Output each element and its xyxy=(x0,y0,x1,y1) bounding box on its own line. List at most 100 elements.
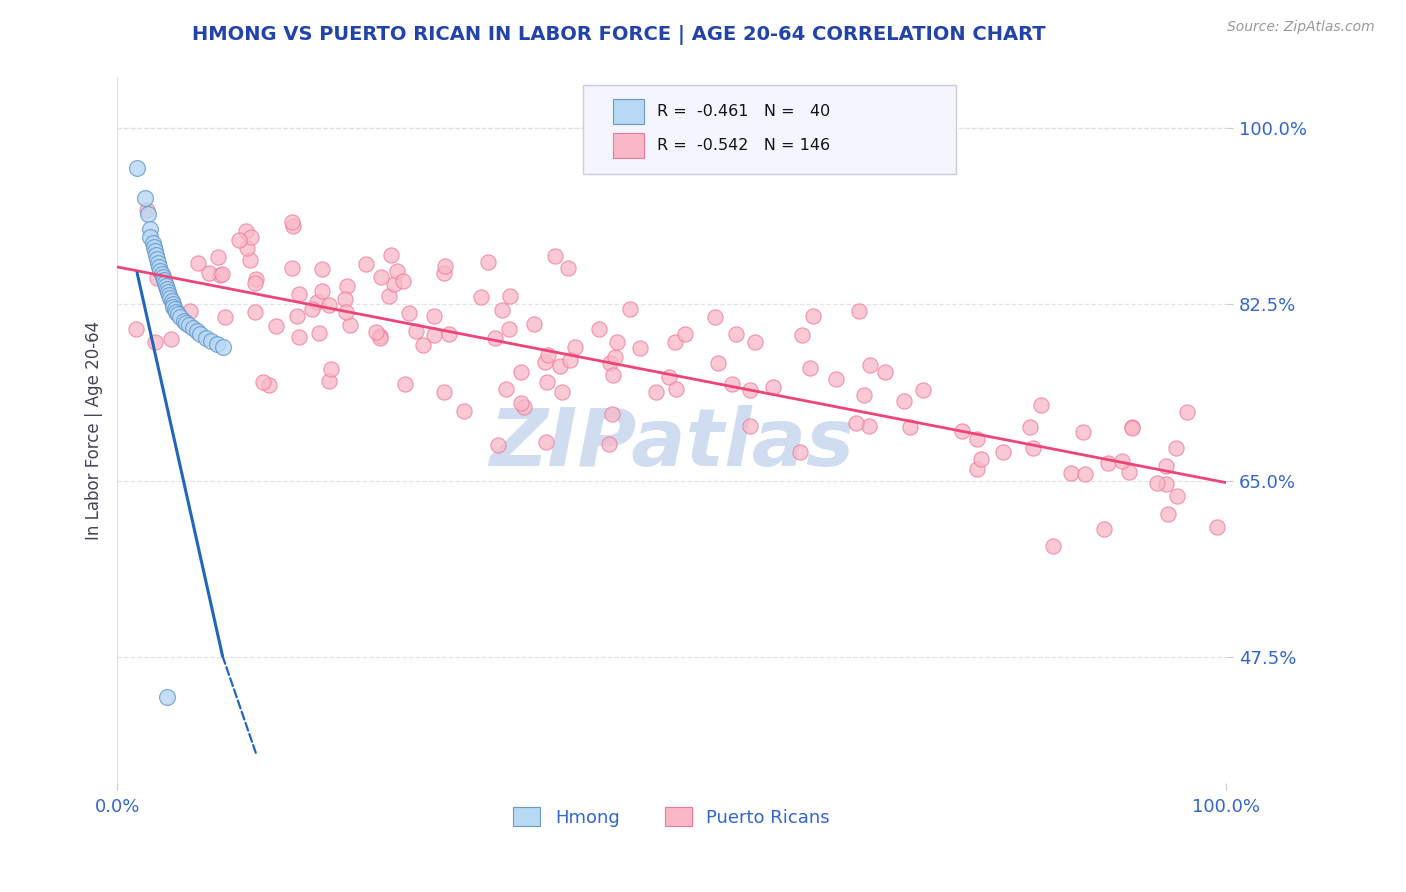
Point xyxy=(283,219,305,234)
Point xyxy=(160,294,183,309)
Point xyxy=(557,260,579,275)
Point xyxy=(1029,398,1052,412)
Point xyxy=(966,462,988,476)
Point xyxy=(598,436,620,450)
Point xyxy=(125,321,148,335)
Point xyxy=(564,340,586,354)
Point xyxy=(858,419,880,434)
Point xyxy=(169,310,191,325)
Point xyxy=(153,276,176,290)
Point xyxy=(156,282,179,296)
Point xyxy=(159,291,181,305)
Point xyxy=(558,352,581,367)
Point xyxy=(301,302,323,317)
Point xyxy=(181,321,204,335)
Point xyxy=(281,261,304,276)
Point xyxy=(239,253,262,268)
Y-axis label: In Labor Force | Age 20-64: In Labor Force | Age 20-64 xyxy=(86,321,103,540)
Point xyxy=(605,335,627,350)
Point xyxy=(725,326,748,341)
Point xyxy=(619,302,641,317)
Point xyxy=(311,285,333,299)
Text: R =  -0.461   N =   40: R = -0.461 N = 40 xyxy=(657,104,830,119)
Point xyxy=(145,248,167,262)
Point xyxy=(1097,456,1119,470)
Point xyxy=(544,249,567,263)
Point xyxy=(235,224,257,238)
Text: Source: ZipAtlas.com: Source: ZipAtlas.com xyxy=(1227,20,1375,34)
Point xyxy=(491,303,513,318)
Legend: Hmong, Puerto Ricans: Hmong, Puerto Ricans xyxy=(506,800,837,834)
Point xyxy=(394,376,416,391)
Point xyxy=(536,435,558,450)
Text: R =  -0.542   N = 146: R = -0.542 N = 146 xyxy=(657,138,830,153)
Point xyxy=(211,267,233,281)
Point xyxy=(470,290,492,304)
Point xyxy=(602,368,624,382)
Point xyxy=(1118,465,1140,479)
Point xyxy=(498,322,520,336)
Point xyxy=(162,300,184,314)
Point xyxy=(228,233,250,247)
Point xyxy=(364,325,387,339)
Point xyxy=(1146,475,1168,490)
Point xyxy=(245,272,267,286)
Point xyxy=(319,362,342,376)
Point xyxy=(845,416,868,430)
Point xyxy=(127,161,149,176)
Point xyxy=(1156,459,1178,474)
Point xyxy=(336,278,359,293)
Point xyxy=(912,383,935,397)
Point xyxy=(523,317,546,331)
Point xyxy=(368,329,391,343)
Point xyxy=(370,269,392,284)
Point xyxy=(744,335,766,350)
Point xyxy=(190,327,212,342)
Point xyxy=(453,404,475,418)
Point xyxy=(165,305,187,319)
Point xyxy=(484,331,506,345)
Point xyxy=(143,334,166,349)
Point xyxy=(628,341,651,355)
Point xyxy=(848,303,870,318)
Point xyxy=(136,206,159,220)
Point xyxy=(311,262,333,277)
Point xyxy=(740,418,762,433)
Point xyxy=(186,325,208,339)
Point xyxy=(148,260,170,274)
Point xyxy=(875,364,897,378)
Point xyxy=(704,310,727,324)
Point xyxy=(551,384,574,399)
Point xyxy=(1121,421,1143,435)
Point xyxy=(536,348,558,362)
Point xyxy=(398,306,420,320)
Point xyxy=(970,451,993,466)
Point xyxy=(439,326,461,341)
Point xyxy=(194,330,217,344)
Point xyxy=(354,257,377,271)
Point xyxy=(174,317,197,331)
Point xyxy=(385,263,408,277)
Point xyxy=(486,438,509,452)
Text: HMONG VS PUERTO RICAN IN LABOR FORCE | AGE 20-64 CORRELATION CHART: HMONG VS PUERTO RICAN IN LABOR FORCE | A… xyxy=(191,25,1046,45)
Point xyxy=(208,268,231,283)
Point xyxy=(1042,539,1064,553)
Point xyxy=(1166,489,1188,503)
Point xyxy=(211,340,233,354)
Point xyxy=(160,332,183,346)
Point xyxy=(252,375,274,389)
Point xyxy=(243,305,266,319)
Point xyxy=(205,336,228,351)
Point xyxy=(288,286,311,301)
Point xyxy=(382,277,405,291)
Point xyxy=(789,445,811,459)
Point xyxy=(287,330,309,344)
Point xyxy=(1060,466,1083,480)
Text: ZIPatlas: ZIPatlas xyxy=(489,405,855,483)
Point xyxy=(139,229,162,244)
Point xyxy=(335,305,357,319)
Point xyxy=(510,396,533,410)
Point xyxy=(157,285,180,300)
Point xyxy=(380,248,402,262)
Point xyxy=(599,356,621,370)
